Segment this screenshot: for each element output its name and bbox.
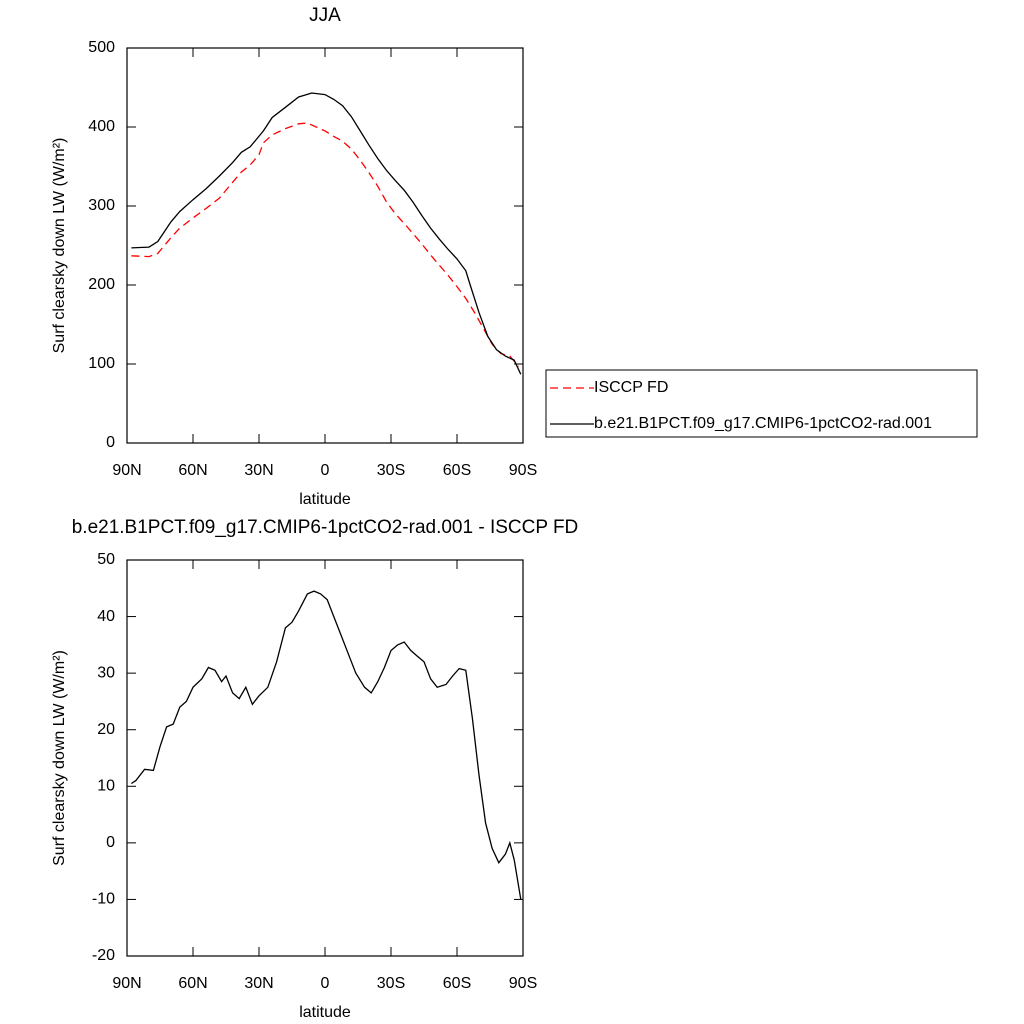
y-tick-label: 300 — [88, 197, 115, 214]
plot-frame — [126, 559, 524, 957]
plot-frame — [126, 47, 524, 444]
x-tick-label: 60S — [443, 975, 471, 992]
chart-title: JJA — [309, 5, 341, 26]
y-tick-label: 40 — [97, 608, 115, 625]
data-line — [131, 92, 522, 375]
x-tick-label: 0 — [321, 975, 330, 992]
y-tick-label: 10 — [97, 778, 115, 795]
legend-label: ISCCP FD — [594, 379, 668, 396]
x-tick-label: 60S — [443, 462, 471, 479]
y-tick-label: 200 — [88, 276, 115, 293]
x-tick-label: 0 — [321, 462, 330, 479]
y-tick-label: 20 — [97, 721, 115, 738]
x-tick-label: 30S — [377, 462, 405, 479]
x-tick-label: 60N — [178, 462, 207, 479]
x-tick-label: 30N — [244, 975, 273, 992]
y-tick-label: 100 — [88, 355, 115, 372]
x-tick-label: 30N — [244, 462, 273, 479]
y-tick-label: -10 — [92, 891, 115, 908]
chart-title: b.e21.B1PCT.f09_g17.CMIP6-1pctCO2-rad.00… — [72, 517, 579, 538]
y-tick-label: 400 — [88, 118, 115, 135]
legend-box — [545, 369, 978, 438]
x-tick-label: 90N — [112, 462, 141, 479]
x-tick-label: 90S — [509, 462, 537, 479]
x-tick-label: 60N — [178, 975, 207, 992]
x-axis-label: latitude — [299, 491, 351, 508]
data-line — [131, 122, 520, 367]
y-tick-label: 50 — [97, 551, 115, 568]
legend-label: b.e21.B1PCT.f09_g17.CMIP6-1pctCO2-rad.00… — [594, 415, 932, 432]
y-tick-label: 0 — [106, 834, 115, 851]
x-tick-label: 30S — [377, 975, 405, 992]
y-tick-label: 500 — [88, 39, 115, 56]
data-line — [131, 590, 522, 900]
y-axis-label: Surf clearsky down LW (W/m²) — [51, 650, 68, 866]
y-axis-label: Surf clearsky down LW (W/m²) — [51, 138, 68, 354]
x-tick-label: 90N — [112, 975, 141, 992]
y-tick-label: -20 — [92, 947, 115, 964]
y-tick-label: 30 — [97, 664, 115, 681]
y-tick-label: 0 — [106, 434, 115, 451]
x-tick-label: 90S — [509, 975, 537, 992]
x-axis-label: latitude — [299, 1004, 351, 1021]
